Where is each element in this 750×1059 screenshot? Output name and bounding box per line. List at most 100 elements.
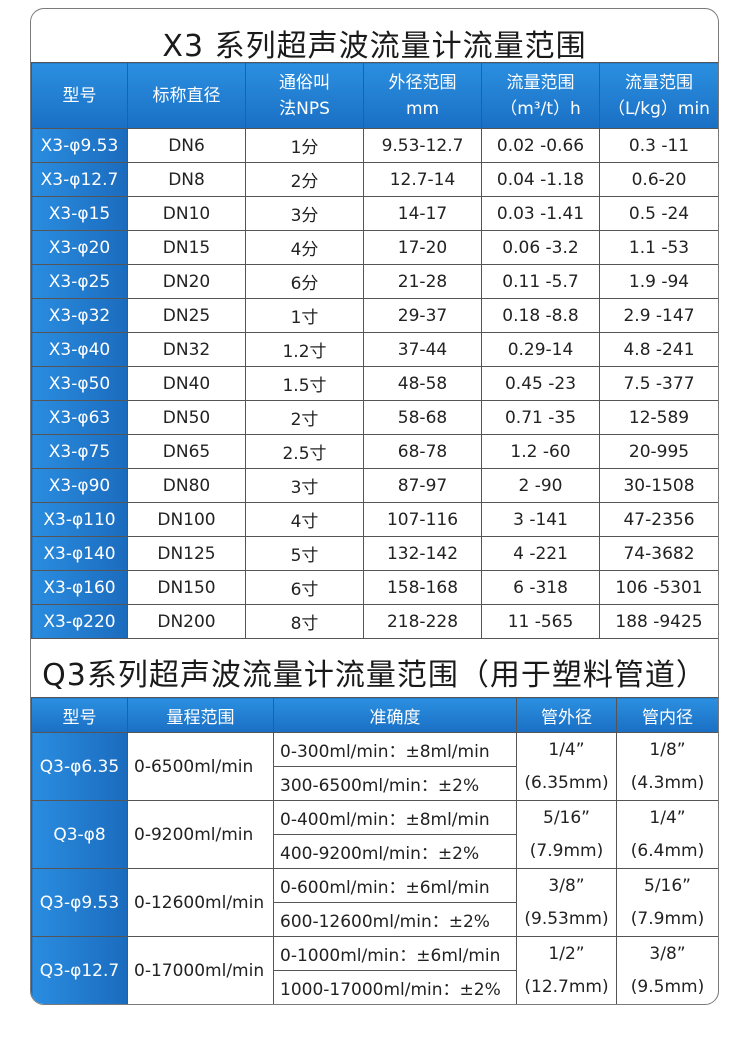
data-cell: DN8 [127,162,246,197]
data-cell: 0.3 -11 [599,128,718,163]
table-row: X3-φ75 DN65 2.5寸 68-78 1.2 -60 20-995 [31,434,718,469]
data-cell: DN40 [127,366,246,401]
data-cell: 0.6-20 [599,162,718,197]
data-cell: 17-20 [363,230,482,265]
table-row: X3-φ15 DN10 3分 14-17 0.03 -1.41 0.5 -24 [31,196,718,231]
model-cell: X3-φ12.7 [31,162,128,197]
data-cell: 106 -5301 [599,570,718,605]
data-cell: 12.7-14 [363,162,482,197]
model-cell: Q3-φ6.35 [31,732,128,801]
x3-title: X3 系列超声波流量计流量范围 [162,29,587,64]
table-row: X3-φ50 DN40 1.5寸 48-58 0.45 -23 7.5 -377 [31,366,718,401]
model-cell: X3-φ75 [31,434,128,469]
model-cell: X3-φ160 [31,570,128,605]
data-cell: 0.11 -5.7 [481,264,600,299]
data-cell: 3寸 [245,468,364,503]
data-cell: 218-228 [363,604,482,639]
data-cell: 0.04 -1.18 [481,162,600,197]
data-cell: 47-2356 [599,502,718,537]
accuracy-cell: 0-400ml/min：±8ml/min [273,800,517,835]
table-row: 300-6500ml/min：±2% (6.35mm) (4.3mm) [32,766,718,801]
data-cell: DN65 [127,434,246,469]
accuracy-cell: 400-9200ml/min：±2% [273,834,517,869]
model-cell: X3-φ50 [31,366,128,401]
data-cell: DN6 [127,128,246,163]
od-cell: (9.53mm) [516,902,617,937]
id-cell: 5/16” [616,868,718,903]
model-cell: X3-φ40 [31,332,128,367]
table-row: 1000-17000ml/min：±2% (12.7mm) (9.5mm) [32,970,718,1004]
q3-header-cell: 管外径 [516,697,617,733]
data-cell: 2.9 -147 [599,298,718,333]
model-cell: X3-φ9.53 [31,128,128,163]
id-cell: 3/8” [616,936,718,971]
model-cell: X3-φ32 [31,298,128,333]
data-cell: 6寸 [245,570,364,605]
data-cell: 0.03 -1.41 [481,196,600,231]
model-cell: X3-φ110 [31,502,128,537]
table-row: X3-φ63 DN50 2寸 58-68 0.71 -35 12-589 [31,400,718,435]
data-cell: 37-44 [363,332,482,367]
x3-flow-table: 型号 标称直径 通俗叫 法NPS 外径范围 mm 流量范围 （m³/t）h 流量范围 （L… [31,62,718,639]
data-cell: DN150 [127,570,246,605]
data-cell: 0.06 -3.2 [481,230,600,265]
data-cell: 0.29-14 [481,332,600,367]
range-cell: 0-9200ml/min [127,800,274,869]
table-row: X3-φ20 DN15 4分 17-20 0.06 -3.2 1.1 -53 [31,230,718,265]
id-cell: (9.5mm) [616,970,718,1004]
accuracy-cell: 0-1000ml/min：±6ml/min [273,936,517,971]
data-cell: 20-995 [599,434,718,469]
data-cell: DN125 [127,536,246,571]
table-row: X3-φ110 DN100 4寸 107-116 3 -141 47-2356 [31,502,718,537]
data-cell: 58-68 [363,400,482,435]
data-cell: 1.5寸 [245,366,364,401]
spec-card: X3 系列超声波流量计流量范围 型号 标称直径 通俗叫 法NPS 外径范围 mm 流量范… [30,8,719,1005]
data-cell: DN25 [127,298,246,333]
model-cell: X3-φ220 [31,604,128,639]
accuracy-cell: 0-300ml/min：±8ml/min [273,732,517,767]
id-cell: 1/4” [616,800,718,835]
data-cell: 9.53-12.7 [363,128,482,163]
data-cell: 132-142 [363,536,482,571]
table-row: X3-φ160 DN150 6寸 158-168 6 -318 106 -5301 [31,570,718,605]
data-cell: 0.5 -24 [599,196,718,231]
data-cell: 1寸 [245,298,364,333]
table-row: Q3-φ12.7 0-17000ml/min 0-1000ml/min：±6ml/m… [31,936,718,1004]
q3-header-cell: 量程范围 [127,697,274,733]
data-cell: 14-17 [363,196,482,231]
data-cell: 1.1 -53 [599,230,718,265]
model-cell: Q3-φ12.7 [31,936,128,1004]
q3-header-cell: 管内径 [616,697,718,733]
table-row: 400-9200ml/min：±2% (7.9mm) (6.4mm) [32,834,718,869]
data-cell: 1.2寸 [245,332,364,367]
od-cell: 1/4” [516,732,617,767]
data-cell: DN15 [127,230,246,265]
x3-header-cell: 通俗叫 法NPS [245,62,364,129]
data-cell: 1分 [245,128,364,163]
data-cell: 4.8 -241 [599,332,718,367]
table-row: X3-φ220 DN200 8寸 218-228 11 -565 188 -9425 [31,604,718,639]
data-cell: 0.18 -8.8 [481,298,600,333]
table-row: Q3-φ6.35 0-6500ml/min 0-300ml/min：±8ml/min… [31,732,718,801]
x3-header-cell: 型号 [31,62,128,129]
model-cell: X3-φ140 [31,536,128,571]
od-cell: 5/16” [516,800,617,835]
table-row: X3-φ12.7 DN8 2分 12.7-14 0.04 -1.18 0.6-20 [31,162,718,197]
model-cell: X3-φ90 [31,468,128,503]
q3-header-cell: 型号 [31,697,128,733]
data-cell: 1.2 -60 [481,434,600,469]
data-cell: 11 -565 [481,604,600,639]
q3-header-cell: 准确度 [273,697,517,733]
data-cell: 7.5 -377 [599,366,718,401]
data-cell: 0.02 -0.66 [481,128,600,163]
data-cell: 2.5寸 [245,434,364,469]
q3-flow-table: 型号 量程范围 准确度 管外径 管内径 Q3-φ6.35 0-6500ml/min 0-30… [31,697,718,1004]
data-cell: 158-168 [363,570,482,605]
data-cell: 188 -9425 [599,604,718,639]
accuracy-cell: 0-600ml/min：±6ml/min [273,868,517,903]
table-row: X3-φ25 DN20 6分 21-28 0.11 -5.7 1.9 -94 [31,264,718,299]
q3-title: Q3系列超声波流量计流量范围（用于塑料管道） [42,658,707,693]
data-cell: 21-28 [363,264,482,299]
data-cell: 68-78 [363,434,482,469]
range-cell: 0-17000ml/min [127,936,274,1004]
